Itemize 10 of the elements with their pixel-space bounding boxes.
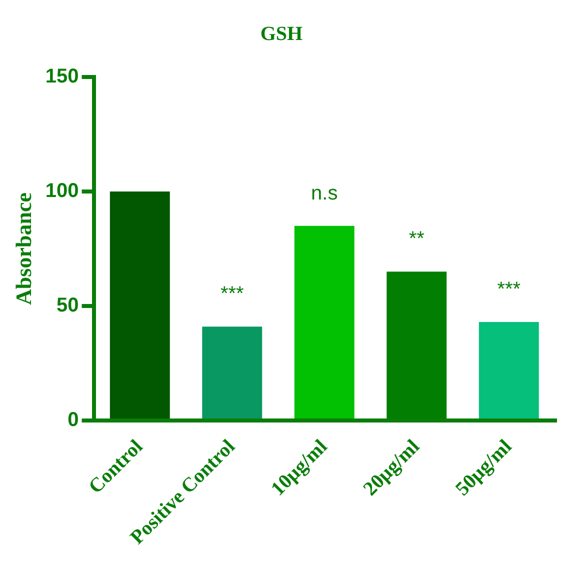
annotation: *** — [497, 278, 521, 301]
annotation: ** — [408, 228, 425, 250]
y-tick-label: 150 — [45, 66, 79, 88]
y-axis-title: Absorbance — [10, 192, 36, 305]
annotation: *** — [220, 283, 244, 306]
y-tick-label: 0 — [68, 409, 79, 431]
y-tick-label: 50 — [56, 294, 79, 317]
chart-title: GSH — [260, 23, 304, 46]
annotation: n.s — [311, 182, 338, 204]
y-tick-label: 100 — [45, 180, 79, 202]
